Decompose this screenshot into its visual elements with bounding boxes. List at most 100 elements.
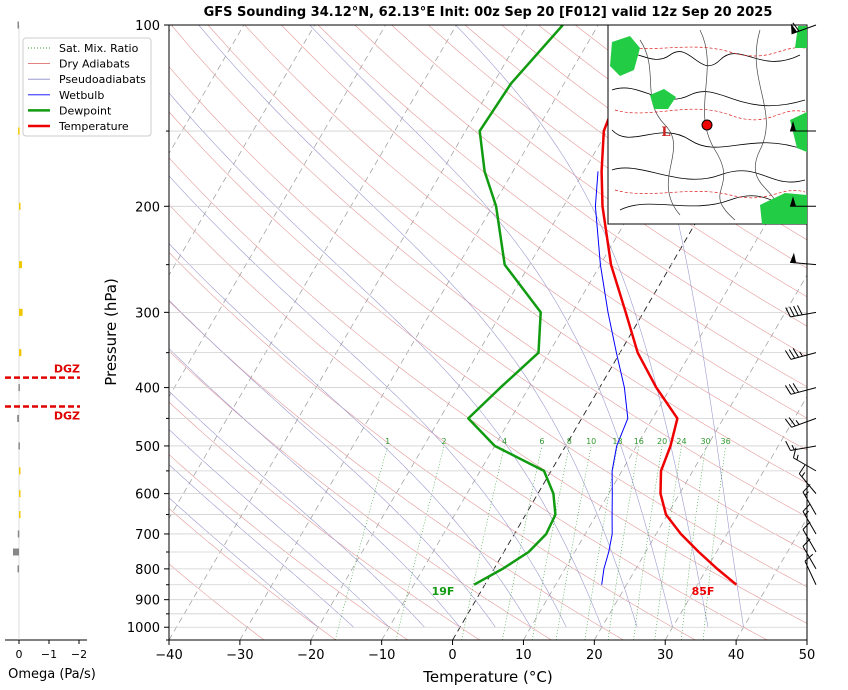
- isotherm-line: [239, 25, 599, 640]
- wind-barb-half: [801, 472, 806, 478]
- wind-barb: [792, 447, 817, 472]
- y-axis-ticks: 100 200 300 400 500 600 700 800 900 1000: [127, 19, 169, 641]
- wind-barb: [802, 521, 817, 553]
- legend-label: Pseudoadiabats: [59, 73, 146, 86]
- wind-barb-flag: [790, 196, 796, 207]
- wind-barb-full: [788, 384, 796, 394]
- legend-label: Wetbulb: [59, 89, 104, 102]
- legend-box: [22, 37, 152, 137]
- wind-barb: [790, 196, 816, 207]
- dry-adiabat-line: [244, 25, 807, 451]
- mixing-ratio-line: [633, 445, 663, 640]
- omega-bar: [19, 202, 21, 210]
- legend-label: Dry Adiabats: [59, 58, 130, 71]
- wind-barb: [802, 503, 817, 535]
- wind-barb: [785, 305, 817, 318]
- mixing-ratio-label: 24: [676, 437, 686, 446]
- series-dewpoint: [467, 25, 564, 586]
- omega-bar: [19, 261, 22, 269]
- wind-barb-full: [804, 553, 814, 562]
- mixing-ratio-labels: 1 2 4 6 8 10 13 16 20 24 30 36: [385, 437, 731, 446]
- dry-adiabat-line: [207, 25, 807, 484]
- omega-x-label: Omega (Pa/s): [8, 667, 96, 682]
- inset-map: L: [607, 24, 808, 225]
- omega-bar: [17, 21, 19, 29]
- legend-label: Dewpoint: [59, 104, 112, 117]
- mixing-ratio-line: [702, 445, 726, 640]
- wind-barb-half: [799, 351, 803, 357]
- x-tick-label: −40: [155, 648, 182, 663]
- mixing-ratio-line: [461, 445, 505, 640]
- legend-label: Temperature: [58, 120, 129, 133]
- omega-tick-label: 0: [16, 648, 23, 661]
- omega-bar: [13, 548, 19, 556]
- wind-barb-full: [802, 484, 811, 493]
- y-tick-label: 400: [135, 382, 160, 397]
- inset-low-label: L: [661, 125, 670, 140]
- mixing-ratio-label: 13: [612, 437, 622, 446]
- wind-barb-full: [802, 503, 811, 512]
- omega-panel: Omega (Pa/s) 0 −1 −2 DGZ DGZ: [5, 21, 96, 682]
- x-tick-label: −30: [226, 648, 253, 663]
- inset-precip-area: [790, 112, 807, 152]
- x-tick-label: 10: [515, 648, 532, 663]
- mixing-ratio-line: [335, 445, 388, 640]
- chart-title: GFS Sounding 34.12°N, 62.13°E Init: 00z …: [204, 5, 773, 20]
- mixing-ratio-label: 10: [586, 437, 596, 446]
- dry-adiabat-line: [169, 563, 265, 640]
- dry-adiabat-line: [281, 25, 807, 419]
- wind-barb: [802, 538, 817, 570]
- wind-barb-staff: [798, 473, 817, 494]
- y-tick-label: 800: [135, 563, 160, 578]
- omega-bar: [19, 467, 21, 475]
- omega-bar: [18, 384, 20, 392]
- dry-adiabat-line: [169, 300, 624, 640]
- series-wetbulb: [594, 171, 629, 585]
- wind-barb-half: [804, 510, 809, 516]
- wind-barb-full: [785, 440, 791, 451]
- wind-barb-staff: [790, 261, 817, 266]
- wind-barb-half: [791, 444, 795, 450]
- series-temperature: [600, 25, 738, 586]
- wind-barb-full: [784, 350, 792, 360]
- mixing-ratio-line: [395, 445, 445, 640]
- wind-barb-staff: [802, 491, 817, 515]
- y-tick-label: 100: [135, 19, 160, 34]
- inset-location-marker: [701, 119, 713, 131]
- wind-barb-full: [784, 385, 792, 395]
- wind-barb-full: [792, 22, 800, 32]
- wind-barb-full: [792, 348, 800, 358]
- legend-label: Sat. Mix. Ratio: [59, 42, 139, 55]
- inset-precip-area: [650, 89, 676, 109]
- dry-adiabat-line: [169, 508, 337, 640]
- inset-contour: [611, 87, 806, 107]
- wind-barb: [785, 440, 817, 451]
- inset-precip-area: [610, 36, 640, 76]
- wind-barb: [784, 383, 817, 395]
- wind-barb-full: [802, 538, 811, 547]
- wind-barb-full: [784, 418, 792, 428]
- wind-barb: [784, 348, 817, 360]
- isotherm-line: [523, 152, 807, 640]
- omega-tick-label: −1: [41, 648, 57, 661]
- y-tick-label: 700: [135, 528, 160, 543]
- omega-bar: [18, 127, 20, 135]
- y-tick-label: 300: [135, 306, 160, 321]
- wind-barb-full: [788, 417, 796, 427]
- wind-barb: [798, 464, 817, 494]
- mixing-ratio-line: [532, 445, 570, 640]
- x-tick-label: 20: [586, 648, 603, 663]
- wind-barb: [784, 417, 817, 428]
- wind-barb-staff: [804, 560, 817, 585]
- wind-barb-staff: [790, 311, 817, 318]
- inset-contour: [611, 167, 806, 183]
- inset-thickness-contour: [614, 44, 806, 57]
- omega-bar: [17, 565, 19, 573]
- mixing-ratio-line: [607, 445, 640, 640]
- inset-precip-area: [760, 193, 807, 224]
- wind-barb-staff: [791, 417, 817, 428]
- mixing-ratio-label: 6: [539, 437, 544, 446]
- dry-adiabat-line: [169, 251, 696, 640]
- x-tick-label: 0: [448, 648, 456, 663]
